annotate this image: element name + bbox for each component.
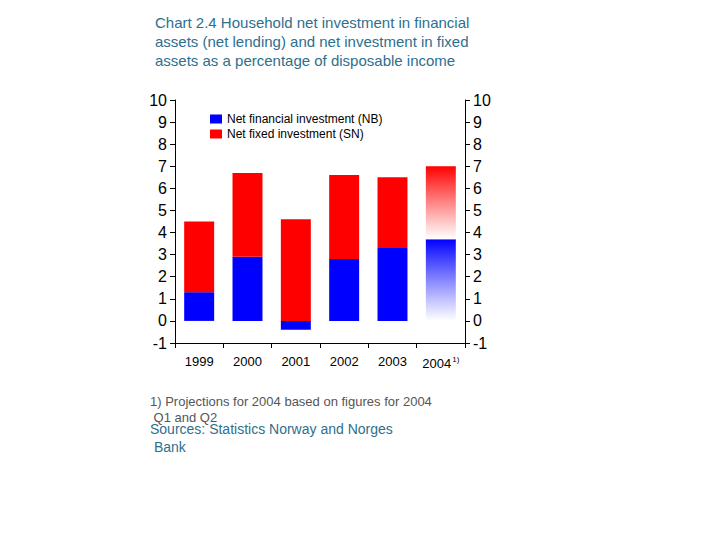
svg-text:5: 5	[473, 202, 482, 219]
svg-text:8: 8	[473, 136, 482, 153]
svg-text:4: 4	[158, 224, 167, 241]
svg-text:Net financial investment (NB): Net financial investment (NB)	[227, 112, 382, 126]
svg-text:1): 1)	[452, 355, 459, 364]
svg-text:10: 10	[149, 92, 167, 109]
svg-text:4: 4	[473, 224, 482, 241]
svg-text:9: 9	[158, 114, 167, 131]
svg-text:6: 6	[473, 180, 482, 197]
svg-text:0: 0	[158, 312, 167, 329]
svg-text:6: 6	[158, 180, 167, 197]
svg-text:3: 3	[158, 246, 167, 263]
svg-text:2000: 2000	[233, 354, 262, 369]
svg-text:assets (net lending) and net i: assets (net lending) and net investment …	[155, 33, 473, 50]
svg-text:3: 3	[473, 246, 482, 263]
svg-text:Chart 2.4 Household net invest: Chart 2.4 Household net investment in fi…	[155, 14, 474, 31]
svg-text:Q1 and Q2: Q1 and Q2	[150, 409, 218, 425]
svg-text:7: 7	[473, 158, 482, 175]
svg-text:assets as a percentage of disp: assets as a percentage of disposable inc…	[155, 52, 455, 69]
svg-text:-1: -1	[473, 335, 487, 352]
svg-text:2003: 2003	[378, 354, 407, 369]
svg-text:Net fixed investment (SN): Net fixed investment (SN)	[227, 127, 364, 141]
svg-text:8: 8	[158, 136, 167, 153]
svg-text:0: 0	[473, 312, 482, 329]
svg-text:7: 7	[158, 158, 167, 175]
svg-text:1: 1	[158, 290, 167, 307]
svg-text:1) Projections for 2004 based: 1) Projections for 2004 based on figures…	[150, 394, 432, 409]
svg-text:-1: -1	[153, 335, 167, 352]
svg-text:Bank: Bank	[150, 439, 187, 455]
svg-text:9: 9	[473, 114, 482, 131]
svg-text:1999: 1999	[185, 354, 214, 369]
svg-text:1: 1	[473, 290, 482, 307]
svg-text:Sources: Statistics Norway and: Sources: Statistics Norway and Norges	[150, 421, 393, 437]
svg-text:2002: 2002	[330, 354, 359, 369]
svg-text:2004: 2004	[422, 356, 451, 371]
svg-text:2001: 2001	[281, 354, 310, 369]
svg-text:10: 10	[473, 92, 491, 109]
svg-text:5: 5	[158, 202, 167, 219]
svg-text:2: 2	[473, 268, 482, 285]
svg-text:2: 2	[158, 268, 167, 285]
